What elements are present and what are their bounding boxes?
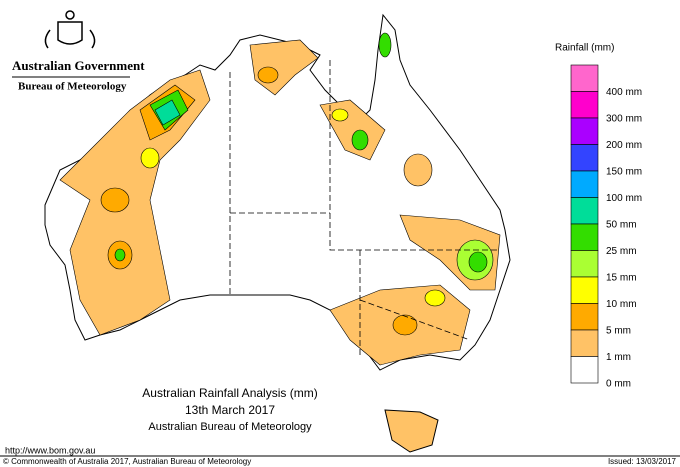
legend-label: 200 mm [606, 140, 642, 151]
legend-swatch [570, 91, 599, 119]
copyright: © Commonwealth of Australia 2017, Austra… [3, 457, 251, 466]
legend-swatch [570, 64, 599, 92]
legend-swatch [570, 356, 599, 384]
agency: Bureau of Meteorology [18, 81, 127, 93]
government: Australian Government [12, 58, 145, 73]
legend-label: 10 mm [606, 299, 637, 310]
legend-label: 150 mm [606, 167, 642, 178]
legend-swatch [570, 329, 599, 357]
legend-swatch [570, 170, 599, 198]
state-borders [229, 60, 500, 355]
issued: Issued: 13/03/2017 [608, 457, 677, 466]
date: 13th March 2017 [185, 403, 275, 417]
legend-label: 5 mm [606, 326, 631, 337]
legend-title: Rainfall (mm) [555, 43, 614, 54]
crest [44, 10, 96, 49]
legend-label: 15 mm [606, 273, 637, 284]
legend-swatch [570, 197, 599, 225]
legend-swatch [570, 144, 599, 172]
legend-label: 50 mm [606, 220, 637, 231]
rainfall-areas [59, 32, 501, 366]
legend-swatch [570, 223, 599, 251]
legend-label: 0 mm [606, 379, 631, 390]
legend-label: 1 mm [606, 352, 631, 363]
legend-swatch [570, 276, 599, 304]
legend-label: 100 mm [606, 193, 642, 204]
legend-label: 400 mm [606, 87, 642, 98]
url: http://www.bom.gov.au [5, 445, 95, 455]
legend-swatch [570, 117, 599, 145]
legend-swatch [570, 303, 599, 331]
legend-label: 300 mm [606, 114, 642, 125]
source: Australian Bureau of Meteorology [148, 421, 312, 433]
title: Australian Rainfall Analysis (mm) [142, 386, 317, 400]
legend: 400 mm 300 mm 200 mm 150 mm 100 mm 50 mm 25 mm… [570, 64, 642, 390]
legend-label: 25 mm [606, 246, 637, 257]
legend-swatch [570, 250, 599, 278]
